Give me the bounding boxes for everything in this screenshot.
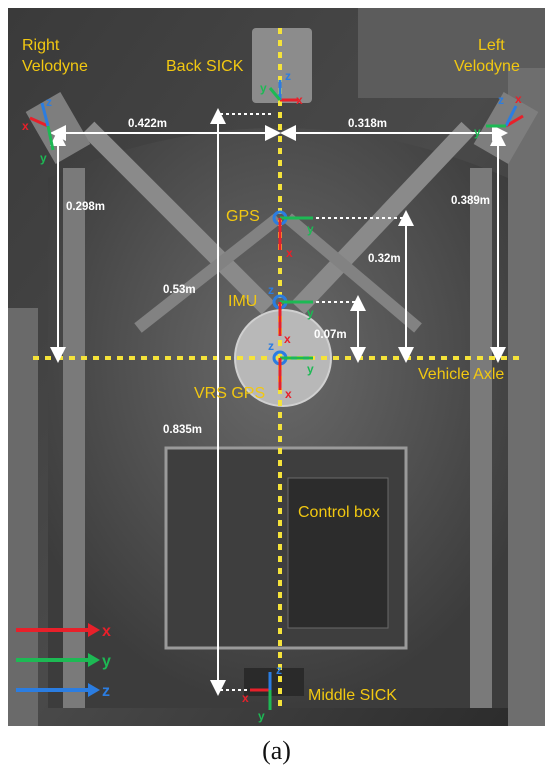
gps-frame: y x — [272, 210, 314, 260]
vrs-y-label: y — [307, 362, 314, 376]
figure-caption: (a) — [262, 736, 291, 765]
middle-sick-y-label: y — [258, 709, 265, 723]
middle-sick-label: Middle SICK — [308, 687, 397, 704]
dim-label-0422: 0.422m — [128, 118, 167, 130]
legend-x-label: x — [102, 623, 111, 640]
back-sick-frame: x z y — [260, 69, 303, 107]
left-velodyne-y-label: y — [474, 125, 481, 139]
vehicle-axle-label: Vehicle Axle — [418, 366, 504, 383]
control-box-board — [287, 477, 389, 629]
dim-label-0835: 0.835m — [163, 424, 202, 436]
axis-legend: x y z — [16, 623, 111, 700]
left-velodyne-label-line1: Left — [478, 37, 505, 54]
back-sick-z-label: z — [285, 69, 291, 83]
right-velodyne-y-label: y — [40, 151, 47, 165]
back-sick-y-label: y — [260, 81, 267, 95]
right-velodyne-label-line2: Velodyne — [22, 58, 88, 75]
legend-y-label: y — [102, 653, 111, 670]
back-sick-label: Back SICK — [166, 58, 244, 75]
left-velodyne-frame: x z y — [474, 92, 524, 139]
dim-label-0298: 0.298m — [66, 201, 105, 213]
vrs-z-label: z — [268, 339, 274, 353]
frame-left-rail — [63, 168, 85, 708]
wall-right — [508, 68, 545, 726]
imu-y-label: y — [307, 306, 314, 320]
dim-label-007: 0.07m — [314, 329, 347, 341]
frame-diagonal-1 — [81, 121, 275, 315]
gps-label: GPS — [226, 208, 260, 225]
left-velodyne-z-label: z — [498, 93, 504, 107]
left-velodyne-label-line2: Velodyne — [454, 58, 520, 75]
imu-x-label: x — [284, 332, 291, 346]
vrs-gps-frame: y x z — [268, 339, 314, 401]
frame-diagonal-3 — [134, 213, 282, 333]
right-velodyne-x-label: x — [22, 119, 29, 133]
frame-diagonal-4 — [284, 213, 422, 333]
gps-y-label: y — [307, 222, 314, 236]
dim-label-032: 0.32m — [368, 253, 401, 265]
middle-sick-z-label: z — [276, 663, 282, 677]
left-velodyne-x-label: x — [515, 92, 522, 106]
middle-sick-sensor — [244, 668, 304, 696]
right-velodyne-frame: x z y — [22, 95, 55, 165]
imu-label: IMU — [228, 293, 257, 310]
back-sick-x-label: x — [296, 93, 303, 107]
gps-x-label: x — [286, 246, 293, 260]
dim-label-0318: 0.318m — [348, 118, 387, 130]
legend-z-label: z — [102, 683, 110, 700]
vrs-x-label: x — [285, 387, 292, 401]
wall-left — [8, 308, 38, 726]
control-box-label: Control box — [298, 504, 380, 521]
imu-z-label: z — [268, 283, 274, 297]
right-velodyne-label-line1: Right — [22, 37, 60, 54]
sensor-platform-photo: y x y x z y x z x z y x z y — [8, 8, 545, 726]
vrs-gps-label: VRS GPS — [194, 385, 265, 402]
dim-label-0389: 0.389m — [451, 195, 490, 207]
middle-sick-frame: x z y — [242, 663, 282, 723]
frame-right-rail — [470, 168, 492, 708]
right-velodyne-z-label: z — [46, 95, 52, 109]
middle-sick-x-label: x — [242, 691, 249, 705]
dim-label-053: 0.53m — [163, 284, 196, 296]
imu-frame: y x z — [268, 283, 314, 346]
